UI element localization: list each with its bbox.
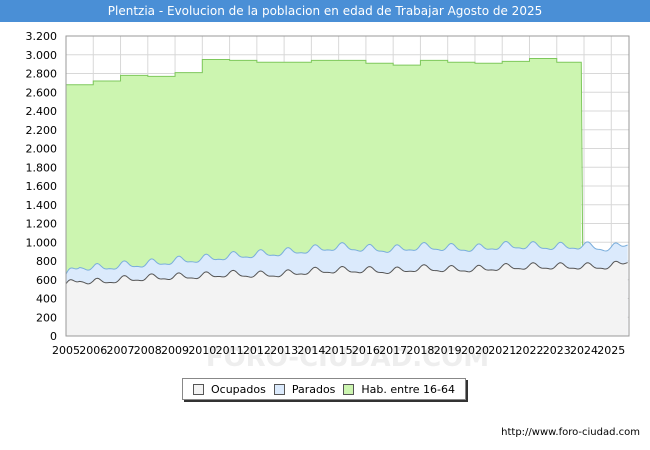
y-tick-label: 2.200 [26,124,58,137]
series-area-ocupados [66,261,628,336]
x-tick-label: 2011 [216,344,244,357]
legend-label-parados: Parados [291,382,336,396]
legend-item-parados: Parados [273,382,336,396]
y-tick-label: 800 [36,255,57,268]
y-tick-label: 3.000 [26,49,58,62]
y-tick-label: 600 [36,274,57,287]
legend-label-hab: Hab. entre 16-64 [361,382,455,396]
x-tick-label: 2010 [188,344,216,357]
x-tick-label: 2007 [107,344,135,357]
y-tick-label: 3.200 [26,30,58,43]
watermark-text: FORO-CIUDAD.COM [206,343,489,372]
legend-item-ocupados: Ocupados [192,382,266,396]
legend-swatch-hab [343,383,355,395]
y-tick-label: 1.200 [26,218,58,231]
x-tick-label: 2016 [352,344,380,357]
y-tick-label: 400 [36,293,57,306]
y-tick-label: 2.000 [26,143,58,156]
legend-swatch-parados [273,383,285,395]
x-tick-label: 2024 [570,344,598,357]
x-tick-label: 2013 [270,344,298,357]
legend: Ocupados Parados Hab. entre 16-64 [182,378,466,400]
x-tick-label: 2015 [325,344,353,357]
x-tick-label: 2023 [543,344,571,357]
x-tick-label: 2022 [515,344,543,357]
y-tick-label: 2.400 [26,105,58,118]
y-tick-label: 2.600 [26,86,58,99]
x-tick-label: 2009 [161,344,189,357]
x-tick-label: 2014 [297,344,325,357]
chart-area: FORO-CIUDAD.COM 0 200 400 600 800 1.000 1.200 1.… [26,30,630,372]
legend-item-hab: Hab. entre 16-64 [343,383,455,396]
x-tick-label: 2017 [379,344,407,357]
x-tick-label: 2008 [134,344,162,357]
series-line-parados [65,240,628,275]
y-tick-label: 1.400 [26,199,58,212]
source-link[interactable]: http://www.foro-ciudad.com [501,427,640,438]
legend-swatch-ocupados [192,383,204,395]
y-tick-label: 0 [50,330,57,343]
x-tick-label: 2019 [434,344,462,357]
chart-title: Plentzia - Evolucion de la poblacion en … [0,0,650,22]
x-tick-label: 2006 [79,344,107,357]
plot-border [65,35,630,337]
legend-label-ocupados: Ocupados [210,382,266,396]
x-tick-label: 2005 [52,344,80,357]
y-tick-label: 1.000 [26,236,58,249]
x-tick-label: 2025 [597,344,625,357]
y-tick-label: 1.800 [26,161,58,174]
y-tick-label: 2.800 [26,68,58,81]
y-tick-label: 200 [36,311,57,324]
x-tick-label: 2018 [406,344,434,357]
series-line-ocupados [65,260,628,285]
series-line-hab [66,58,584,247]
x-tick-label: 2020 [461,344,489,357]
x-tick-label: 2012 [243,344,271,357]
x-tick-label: 2021 [488,344,516,357]
y-tick-label: 1.600 [26,180,58,193]
